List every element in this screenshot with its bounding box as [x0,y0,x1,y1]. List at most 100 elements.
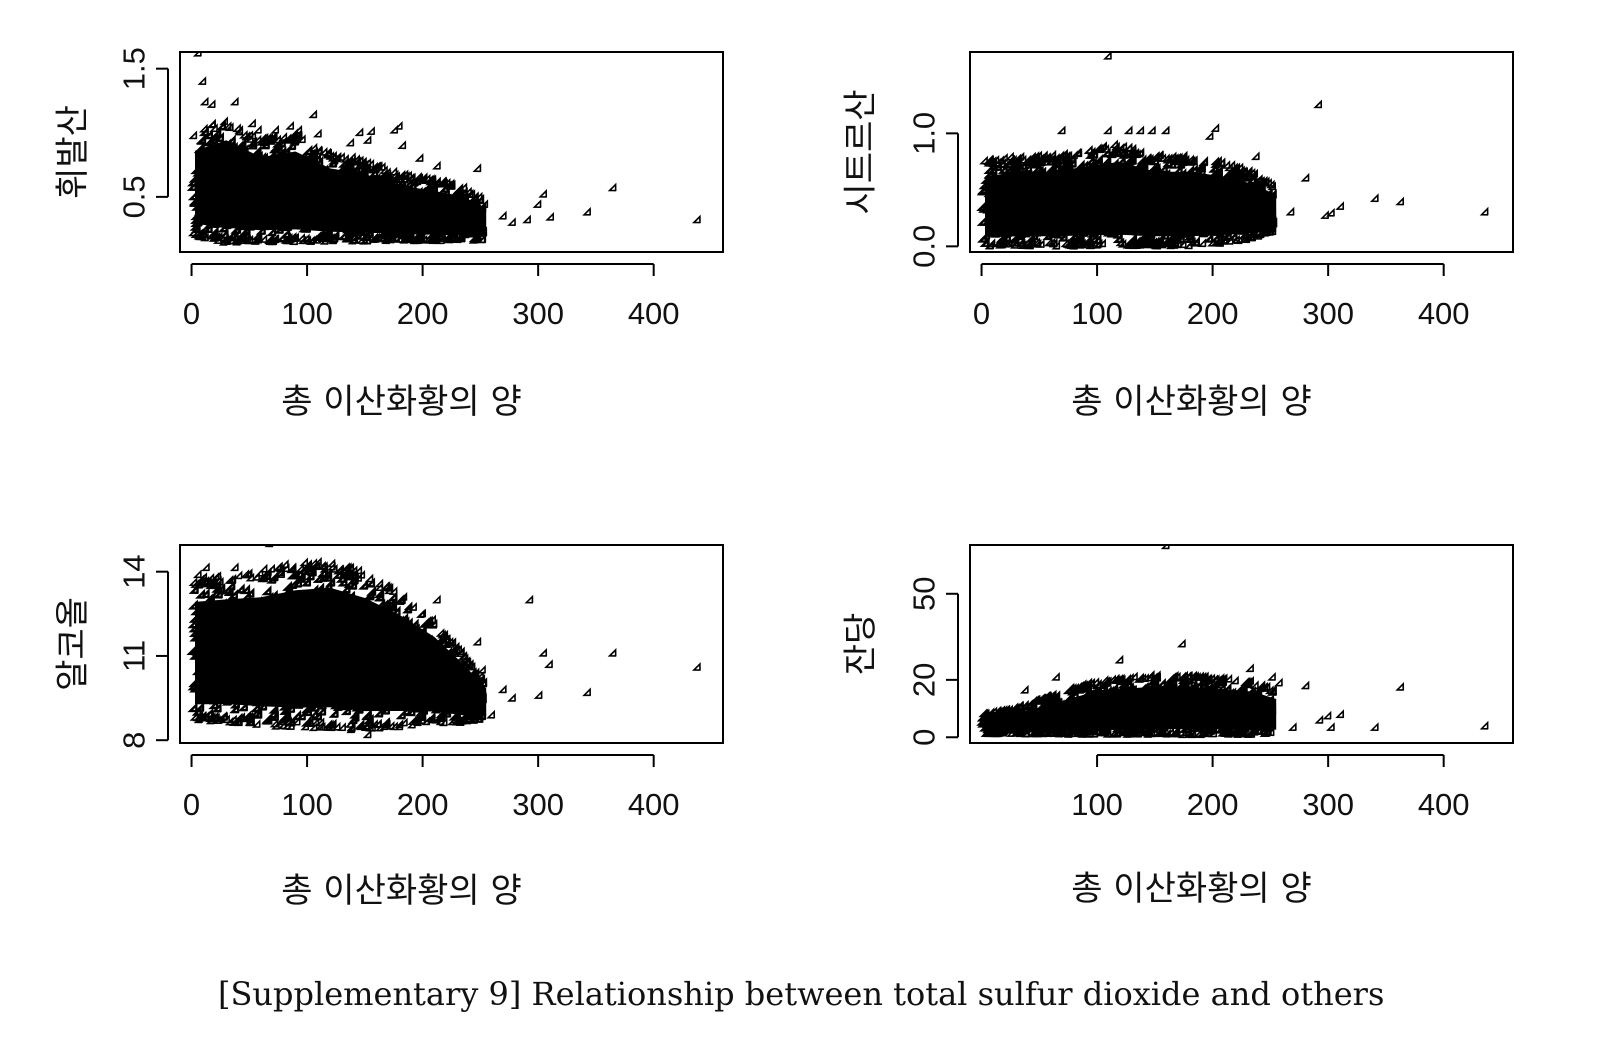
data-point [190,579,200,588]
data-point [1076,681,1085,691]
data-point [1065,238,1075,248]
x-tick-label: 300 [512,787,564,822]
data-point [1249,680,1259,690]
data-point [257,700,268,711]
plot-frame [969,51,1514,253]
data-point [1246,729,1256,738]
y-tick-label: 0.5 [117,175,152,218]
outlier-point [1102,53,1112,60]
data-point [1029,727,1038,737]
data-point [1140,673,1149,682]
data-point [461,656,471,665]
outlier-point [544,659,553,669]
data-point [469,714,478,724]
outlier-point [1245,663,1254,673]
data-point [1027,698,1038,709]
outlier-point [287,562,297,572]
data-point [1194,160,1205,171]
data-point [427,614,437,624]
data-point [1057,231,1068,242]
data-point [1066,685,1078,696]
data-point [1221,728,1231,737]
data-point [1089,728,1099,738]
data-point [300,721,310,731]
data-point [388,166,398,176]
x-tick-label: 400 [1418,296,1470,331]
outlier-point [1369,193,1379,203]
data-point [427,174,437,184]
data-point [1095,144,1105,154]
outlier-point [366,126,375,135]
outlier-point [285,120,295,130]
points-layer [976,546,1489,739]
data-point [1260,177,1270,186]
outlier-point [1300,680,1310,690]
data-point [268,703,279,714]
plot-frame [969,544,1514,744]
dense-point-cloud [985,686,1277,734]
outlier-point [431,594,441,604]
data-point [373,591,385,602]
data-point [1035,239,1045,248]
outlier-point [1051,671,1060,681]
data-point [431,714,441,724]
outlier-point [1320,210,1329,219]
y-tick-label: 11 [117,640,152,672]
data-point [1108,728,1117,738]
outlier-point [362,135,372,144]
outlier-point [270,124,280,134]
data-point [344,719,354,728]
outlier-point [532,199,542,208]
data-point [266,226,277,237]
x-tick-label: 0 [183,296,200,331]
data-point [1092,154,1103,165]
outlier-point [691,214,701,224]
data-point [1059,148,1068,158]
outlier-point [431,160,441,170]
data-point [1065,682,1075,692]
data-point [195,230,204,240]
data-point [1133,728,1142,738]
data-point [1238,728,1248,738]
data-point [186,644,197,656]
outlier-point [308,558,318,567]
data-point [455,233,464,243]
dense-point-cloud [985,161,1277,237]
data-point [1190,237,1200,246]
data-point [208,233,218,242]
data-point [272,134,282,144]
data-point [1042,690,1052,700]
outlier-point [538,188,548,198]
outlier-point [345,563,355,573]
outlier-point [397,140,407,150]
data-point [1030,728,1040,738]
data-point [1234,162,1244,172]
data-point [285,721,295,730]
data-point [266,563,276,573]
data-point [217,222,228,233]
outlier-point [1335,201,1345,210]
data-point [206,119,216,129]
data-point [1073,148,1083,158]
data-point [1123,143,1133,152]
data-point [250,236,260,245]
figure-caption: [Supplementary 9] Relationship between t… [218,975,1385,1013]
data-point [405,234,415,244]
x-axis-title: 총 이산화황의 양 [281,871,522,911]
data-point [1122,673,1132,683]
data-point [985,155,994,165]
data-point [1122,238,1132,248]
y-axis-title: 잔당 [841,613,881,676]
data-point [986,728,996,738]
outlier-point [545,211,555,221]
data-point [304,570,315,581]
data-point [1166,158,1177,169]
outlier-point [479,199,489,208]
data-point [1253,230,1263,240]
data-point [229,717,239,726]
data-point [1213,155,1222,165]
data-point [314,721,324,731]
data-point [211,702,222,713]
data-point [214,576,224,586]
data-point [1124,155,1135,166]
